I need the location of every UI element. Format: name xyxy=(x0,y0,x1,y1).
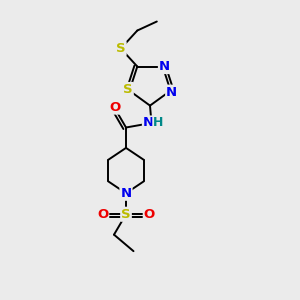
Text: N: N xyxy=(120,187,132,200)
Text: S: S xyxy=(123,83,133,96)
Text: S: S xyxy=(121,208,131,221)
Text: H: H xyxy=(153,116,163,129)
Text: S: S xyxy=(116,42,126,55)
Text: N: N xyxy=(159,60,170,73)
Text: N: N xyxy=(143,116,154,130)
Text: O: O xyxy=(144,208,155,221)
Text: N: N xyxy=(166,86,177,99)
Text: O: O xyxy=(110,100,121,114)
Text: O: O xyxy=(97,208,108,221)
